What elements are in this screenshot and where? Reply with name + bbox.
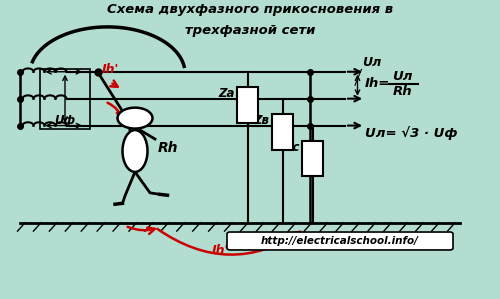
- Text: http://electricalschool.info/: http://electricalschool.info/: [261, 236, 419, 246]
- Text: Zв: Zв: [254, 114, 270, 127]
- Bar: [40, 69, 90, 129]
- Text: Uл= √3 · Uф: Uл= √3 · Uф: [365, 126, 458, 140]
- Text: Zc: Zc: [284, 141, 300, 154]
- Text: Схема двухфазного прикосновения в: Схема двухфазного прикосновения в: [107, 3, 393, 16]
- Text: Za: Za: [218, 87, 234, 100]
- Circle shape: [118, 108, 152, 129]
- Text: Uл: Uл: [362, 56, 382, 69]
- Bar: [237, 87, 258, 123]
- Bar: [302, 141, 323, 176]
- Ellipse shape: [122, 130, 148, 172]
- FancyBboxPatch shape: [227, 232, 453, 250]
- Text: Rh: Rh: [392, 85, 412, 98]
- Text: Uф: Uф: [54, 114, 76, 127]
- Text: Uл: Uл: [392, 70, 413, 83]
- Text: трехфазной сети: трехфазной сети: [185, 24, 315, 37]
- Text: Ih=: Ih=: [365, 77, 390, 90]
- Text: Ih'': Ih'': [212, 244, 233, 257]
- Text: Rh: Rh: [158, 141, 178, 155]
- Bar: [272, 114, 293, 150]
- Text: Ih': Ih': [102, 63, 118, 76]
